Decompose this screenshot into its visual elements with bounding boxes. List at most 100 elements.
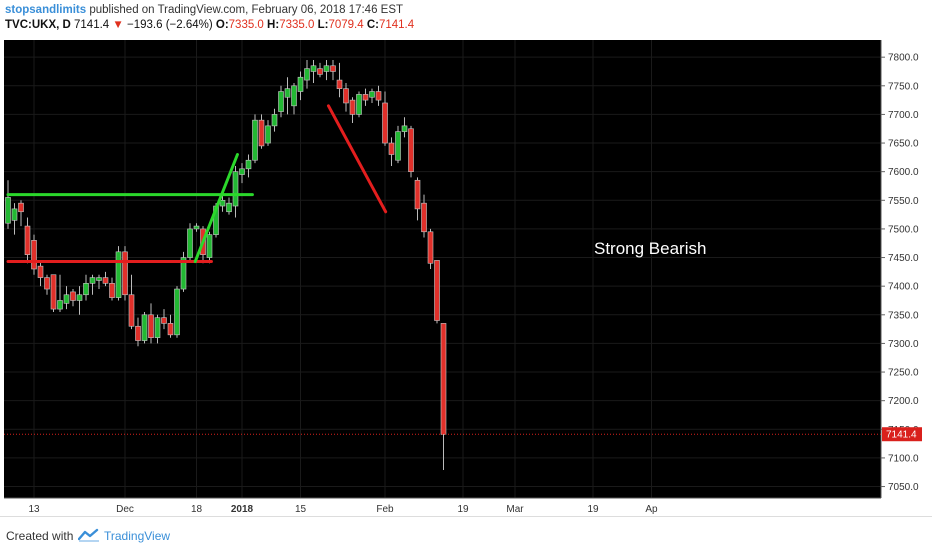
- y-tick-label: 7350.0: [888, 310, 919, 321]
- candle-body: [258, 119, 265, 147]
- y-tick-label: 7650.0: [888, 139, 919, 150]
- strong-bearish-annotation: Strong Bearish: [594, 239, 706, 258]
- candle-body: [102, 277, 109, 284]
- candle-body: [388, 142, 395, 155]
- x-tick-label: Dec: [116, 504, 134, 515]
- candle-body: [83, 283, 89, 296]
- last-price-tag: [882, 427, 922, 442]
- low-label: L:: [317, 19, 329, 31]
- x-tick-label: Ap: [645, 504, 658, 515]
- candle-body: [122, 251, 128, 296]
- candle-body: [57, 300, 63, 310]
- candle-body: [310, 65, 317, 72]
- candle-body: [343, 88, 349, 104]
- candle-body: [89, 277, 96, 284]
- candle-body: [382, 102, 388, 144]
- candle-body: [148, 314, 154, 338]
- candle-body: [154, 317, 161, 339]
- candle-body: [141, 314, 148, 341]
- y-tick-label: 7100.0: [888, 453, 919, 464]
- trend-line-red-falling: [326, 104, 388, 214]
- candle-body: [440, 323, 447, 435]
- candle-body: [193, 225, 200, 230]
- candle-body: [278, 91, 284, 112]
- candle-body: [96, 277, 102, 281]
- candle-body: [375, 91, 382, 101]
- candle-body: [401, 125, 408, 132]
- candle-body: [219, 200, 226, 207]
- candle-body: [18, 202, 24, 213]
- candle-body: [323, 65, 330, 72]
- candle-body: [50, 274, 57, 310]
- author-link[interactable]: stopsandlimits: [5, 4, 87, 16]
- candle-body: [369, 91, 375, 98]
- created-with-label: Created with: [6, 529, 74, 543]
- open-value: 7335.0: [228, 19, 264, 31]
- y-tick-label: 7750.0: [888, 81, 919, 92]
- x-tick-label: 15: [295, 504, 307, 515]
- candle-body: [291, 85, 297, 107]
- candle-body: [284, 88, 291, 98]
- candle-body: [63, 294, 70, 304]
- x-tick-label: 2018: [231, 504, 254, 515]
- candle-body: [317, 68, 323, 75]
- candlestick-chart[interactable]: 7800.0 7750.0 7700.0 7650.0 7600.0 7550.0 7500…: [0, 36, 932, 516]
- candle-body: [271, 114, 278, 127]
- y-tick-label: 7500.0: [888, 224, 919, 235]
- candle-body: [167, 323, 174, 336]
- close-label: C:: [366, 19, 379, 31]
- candle-body: [349, 99, 356, 115]
- candle-body: [11, 208, 18, 221]
- candle-body: [135, 325, 141, 341]
- y-tick-label: 7700.0: [888, 110, 919, 121]
- y-tick-label: 7550.0: [888, 196, 919, 207]
- candle-body: [24, 225, 31, 255]
- candle-body: [174, 288, 180, 336]
- x-tick-label: Feb: [376, 504, 394, 515]
- candle-body: [330, 65, 336, 72]
- candle-body: [70, 291, 76, 301]
- trend-line-green-rising: [193, 153, 239, 264]
- chart-area[interactable]: 7800.0 7750.0 7700.0 7650.0 7600.0 7550.0 7500…: [0, 36, 932, 516]
- price-change: −193.6 (−2.64%): [127, 19, 213, 31]
- symbol-label: TVC:UKX, D: [5, 19, 71, 31]
- candle-body: [414, 179, 421, 210]
- candle-body: [187, 228, 193, 258]
- candle-body: [31, 240, 37, 270]
- candle-body: [128, 294, 135, 327]
- y-tick-label: 7400.0: [888, 282, 919, 293]
- candle-body: [252, 119, 258, 161]
- tradingview-logo-icon[interactable]: [78, 528, 100, 542]
- low-value: 7079.4: [328, 19, 364, 31]
- y-tick-label: 7050.0: [888, 482, 919, 493]
- tradingview-brand-link[interactable]: TradingView: [104, 529, 171, 543]
- last-price: 7141.4: [74, 19, 110, 31]
- candle-body: [245, 159, 252, 170]
- candle-body: [232, 171, 239, 207]
- publish-line: stopsandlimits published on TradingView.…: [5, 4, 403, 16]
- candle-body: [5, 197, 11, 224]
- footer: Created with TradingView: [0, 516, 932, 551]
- candle-body: [226, 202, 232, 213]
- x-tick-label: 13: [28, 504, 40, 515]
- candle-body: [265, 125, 271, 144]
- candle-body: [180, 257, 187, 290]
- candle-body: [161, 317, 167, 324]
- x-tick-label: 18: [191, 504, 203, 515]
- candle-body: [109, 283, 115, 298]
- y-tick-label: 7250.0: [888, 368, 919, 379]
- candle-body: [76, 294, 83, 301]
- open-label: O:: [215, 19, 229, 31]
- y-tick-label: 7300.0: [888, 339, 919, 350]
- candle-body: [336, 79, 343, 89]
- candle-body: [362, 94, 369, 101]
- candle-body: [395, 131, 401, 161]
- candle-body: [434, 260, 440, 321]
- candle-body: [206, 234, 213, 258]
- y-tick-label: 7800.0: [888, 53, 919, 64]
- down-arrow-icon: ▼: [112, 19, 124, 31]
- close-value: 7141.4: [378, 19, 415, 31]
- chart-header: stopsandlimits published on TradingView.…: [0, 0, 932, 36]
- candle-body: [356, 94, 362, 115]
- candle-body: [297, 76, 304, 92]
